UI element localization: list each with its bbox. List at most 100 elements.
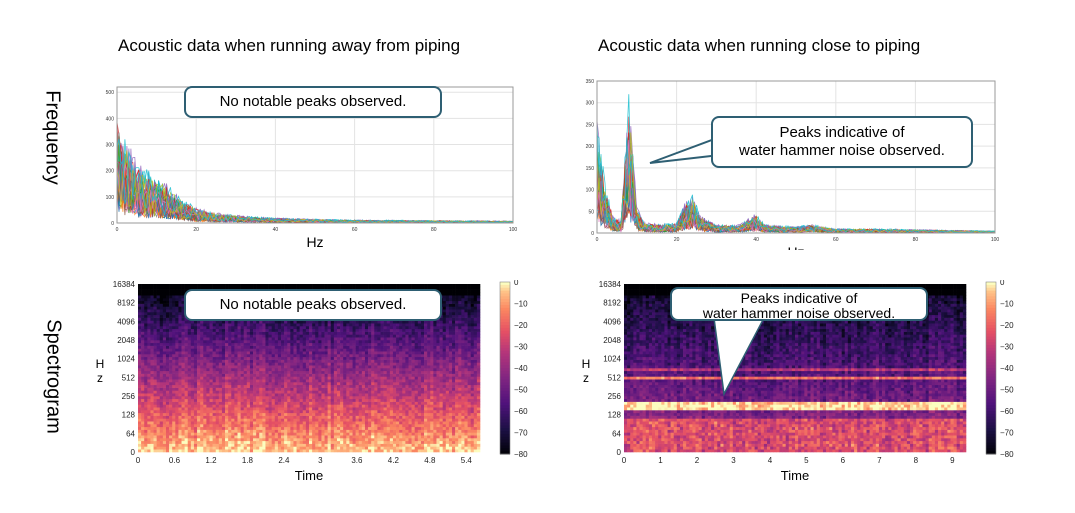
- y-tick-label: 0: [111, 221, 114, 227]
- colorbar-tick-label: −10: [1000, 300, 1014, 309]
- y-tick-label: 4096: [117, 317, 135, 326]
- y-tick-label: 16384: [599, 280, 622, 289]
- callout-text: No notable peaks observed.: [219, 296, 407, 313]
- x-tick-label: 60: [352, 227, 358, 233]
- colorbar-tick-label: −20: [1000, 321, 1014, 330]
- x-tick-label: 80: [913, 237, 919, 243]
- x-tick-label: 3: [318, 456, 323, 465]
- frequency-chart-left: 0 20 40 60 80 100 0 100 200 300 400 500 Hz: [106, 86, 518, 250]
- y-tick-label: 100: [106, 195, 115, 201]
- y-tick-label: 100: [586, 188, 595, 194]
- column-title-left: Acoustic data when running away from pip…: [118, 36, 461, 55]
- series-line: [596, 172, 996, 234]
- y-axis-label-z: z: [97, 371, 103, 385]
- y-tick-label: 8192: [603, 299, 621, 308]
- callout-line-1: Peaks indicative of: [779, 124, 905, 141]
- x-tick-label: 100: [991, 237, 1000, 243]
- callout-freq-right: Peaks indicative of water hammer noise o…: [711, 116, 973, 168]
- y-tick-label: 0: [591, 231, 594, 237]
- x-tick-label: 40: [753, 237, 759, 243]
- row-label-frequency: Frequency: [41, 90, 64, 185]
- y-tick-label: 300: [586, 101, 595, 107]
- callout-freq-left: No notable peaks observed.: [184, 86, 442, 118]
- x-tick-label: 4.8: [424, 456, 436, 465]
- x-tick-label: 3: [731, 456, 736, 465]
- frequency-chart-right: 0 20 40 60 80 100 0 50 100 150 200 250 300 350 Hz: [586, 79, 1000, 250]
- y-tick-label: 512: [608, 373, 622, 382]
- x-tick-label: 1.2: [205, 456, 217, 465]
- y-tick-label: 500: [106, 90, 115, 96]
- colorbar-tick-label: −70: [1000, 429, 1014, 438]
- x-tick-label: 9: [950, 456, 955, 465]
- y-tick-label: 400: [106, 116, 115, 122]
- x-tick-label: 2: [695, 456, 700, 465]
- colorbar-frame: [985, 281, 997, 455]
- y-tick-label: 0: [617, 448, 622, 457]
- colorbar-tick-label: −40: [1000, 364, 1014, 373]
- y-tick-label: 64: [126, 429, 135, 438]
- colorbar-tick-label: −30: [514, 343, 528, 352]
- y-axis-label-h: H: [582, 357, 591, 371]
- x-tick-label: 4: [768, 456, 773, 465]
- plot-frame: [596, 80, 996, 234]
- x-axis-label: Time: [781, 468, 809, 480]
- colorbar-tick-label: −50: [514, 386, 528, 395]
- colorbar-tick-label: −60: [1000, 407, 1014, 416]
- x-tick-label: 0: [136, 456, 141, 465]
- column-title-right: Acoustic data when running close to pipi…: [598, 36, 921, 55]
- y-tick-label: 1024: [603, 355, 621, 364]
- colorbar-tick-label: −10: [514, 300, 528, 309]
- x-tick-label: 3.6: [351, 456, 363, 465]
- callout-line-2: water hammer noise observed.: [739, 142, 945, 159]
- y-tick-label: 50: [588, 209, 594, 215]
- y-axis-label-h: H: [96, 357, 105, 371]
- x-tick-label: 60: [833, 237, 839, 243]
- y-tick-label: 1024: [117, 355, 135, 364]
- x-tick-label: 4.2: [388, 456, 400, 465]
- y-tick-label: 128: [122, 411, 136, 420]
- colorbar-tick-label: 0: [1000, 280, 1005, 287]
- series-line: [596, 161, 996, 234]
- y-tick-label: 16384: [113, 280, 136, 289]
- x-tick-label: 0.6: [169, 456, 181, 465]
- callout-line-1: Peaks indicative of: [740, 290, 858, 306]
- series-line: [116, 150, 514, 224]
- series-line: [596, 167, 995, 234]
- y-tick-label: 256: [122, 392, 136, 401]
- y-tick-label: 512: [122, 373, 136, 382]
- y-tick-label: 64: [612, 429, 621, 438]
- x-tick-label: 100: [509, 227, 518, 233]
- x-tick-label: 40: [273, 227, 279, 233]
- series-line: [116, 138, 514, 224]
- series-line: [596, 165, 996, 234]
- y-tick-label: 256: [608, 392, 622, 401]
- x-tick-label: 8: [914, 456, 919, 465]
- y-tick-label: 300: [106, 143, 115, 149]
- y-tick-label: 0: [131, 448, 136, 457]
- x-tick-label: 6: [841, 456, 846, 465]
- callout-spec-left: No notable peaks observed.: [184, 289, 442, 321]
- y-tick-label: 200: [106, 169, 115, 175]
- x-tick-label: 0: [622, 456, 627, 465]
- y-tick-label: 200: [586, 144, 595, 150]
- colorbar-tick-label: −50: [1000, 386, 1014, 395]
- series-line: [596, 159, 996, 234]
- colorbar-tick-label: −70: [514, 429, 528, 438]
- y-tick-label: 4096: [603, 317, 621, 326]
- x-tick-label: 0: [116, 227, 119, 233]
- colorbar-tick-label: −30: [1000, 343, 1014, 352]
- series-line: [596, 137, 996, 234]
- x-tick-label: 20: [674, 237, 680, 243]
- colorbar-tick-label: −20: [514, 321, 528, 330]
- series-line: [596, 173, 996, 233]
- y-tick-label: 150: [586, 166, 595, 172]
- x-tick-label: 5.4: [461, 456, 473, 465]
- y-tick-label: 350: [586, 79, 595, 85]
- series-line: [596, 168, 996, 233]
- y-axis-label-z: z: [583, 371, 589, 385]
- y-tick-label: 250: [586, 122, 595, 128]
- y-tick-label: 128: [608, 411, 622, 420]
- colorbar-tick-label: 0: [514, 280, 519, 287]
- y-tick-label: 2048: [117, 336, 135, 345]
- colorbar-tick-label: −80: [514, 450, 528, 459]
